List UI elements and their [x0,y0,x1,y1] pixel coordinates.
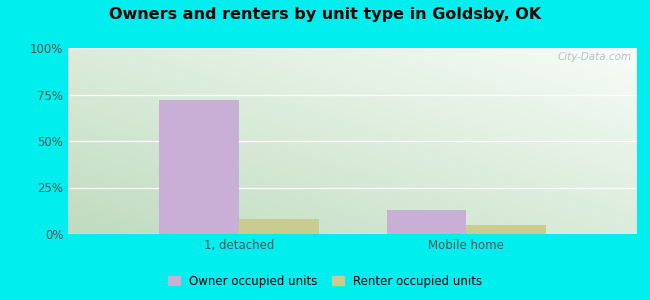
Bar [159,100,239,234]
Text: City-Data.com: City-Data.com [557,52,631,62]
Bar [387,210,467,234]
Bar [239,219,318,234]
Legend: Owner occupied units, Renter occupied units: Owner occupied units, Renter occupied un… [164,271,486,291]
Bar [467,225,546,234]
Text: Owners and renters by unit type in Goldsby, OK: Owners and renters by unit type in Golds… [109,8,541,22]
